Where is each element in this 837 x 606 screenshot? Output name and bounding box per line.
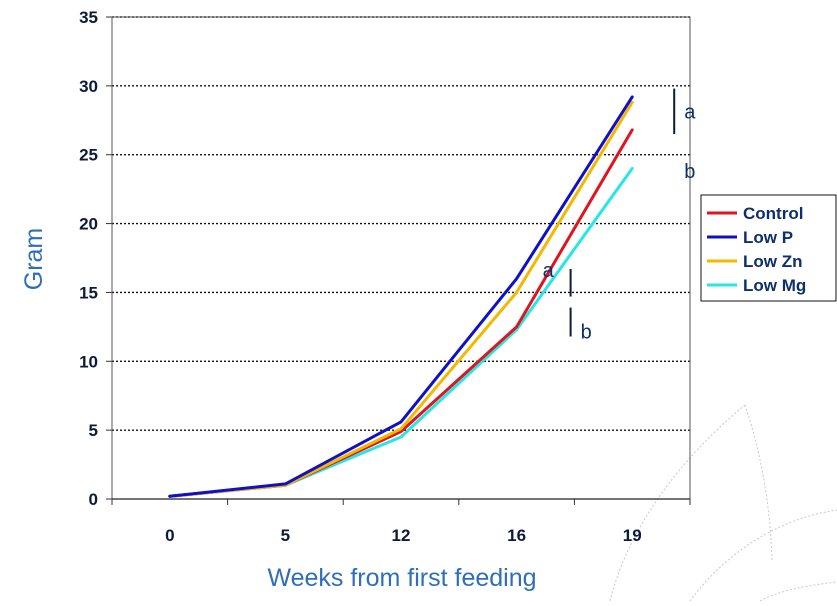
y-tick-label: 10 [79,352,98,371]
legend-label: Low Zn [743,252,802,271]
significance-label: b [581,321,592,343]
y-tick-labels: 0 5 10 15 20 25 30 35 [79,8,98,509]
legend-label: Low P [743,228,793,247]
axes [106,16,691,505]
x-tick-label: 5 [281,526,290,545]
significance-label: b [684,161,695,183]
legend-label: Control [743,204,803,223]
y-tick-label: 30 [79,77,98,96]
legend-label: Low Mg [743,276,806,295]
y-tick-label: 15 [79,283,98,302]
y-tick-label: 20 [79,215,98,234]
x-tick-label: 19 [623,526,642,545]
series-lines [168,95,634,498]
series-line-control [168,128,634,498]
y-tick-label: 35 [79,8,98,27]
y-tick-label: 25 [79,146,98,165]
y-tick-label: 5 [89,421,98,440]
watermark-graphic [609,404,837,602]
y-axis-title: Gram [20,228,48,291]
significance-label: a [684,101,696,123]
x-tick-label: 16 [507,526,526,545]
significance-annotations: a b a b [543,88,696,343]
legend: Control Low P Low Zn Low Mg [700,194,837,302]
y-tick-label: 0 [89,490,98,509]
gridlines [112,16,690,431]
x-axis-title: Weeks from first feeding [267,564,536,592]
x-tick-label: 12 [392,526,411,545]
significance-label: a [543,260,555,282]
x-tick-labels: 0 5 12 16 19 [165,526,642,545]
series-line-low-p [168,95,634,498]
x-tick-label: 0 [165,526,174,545]
